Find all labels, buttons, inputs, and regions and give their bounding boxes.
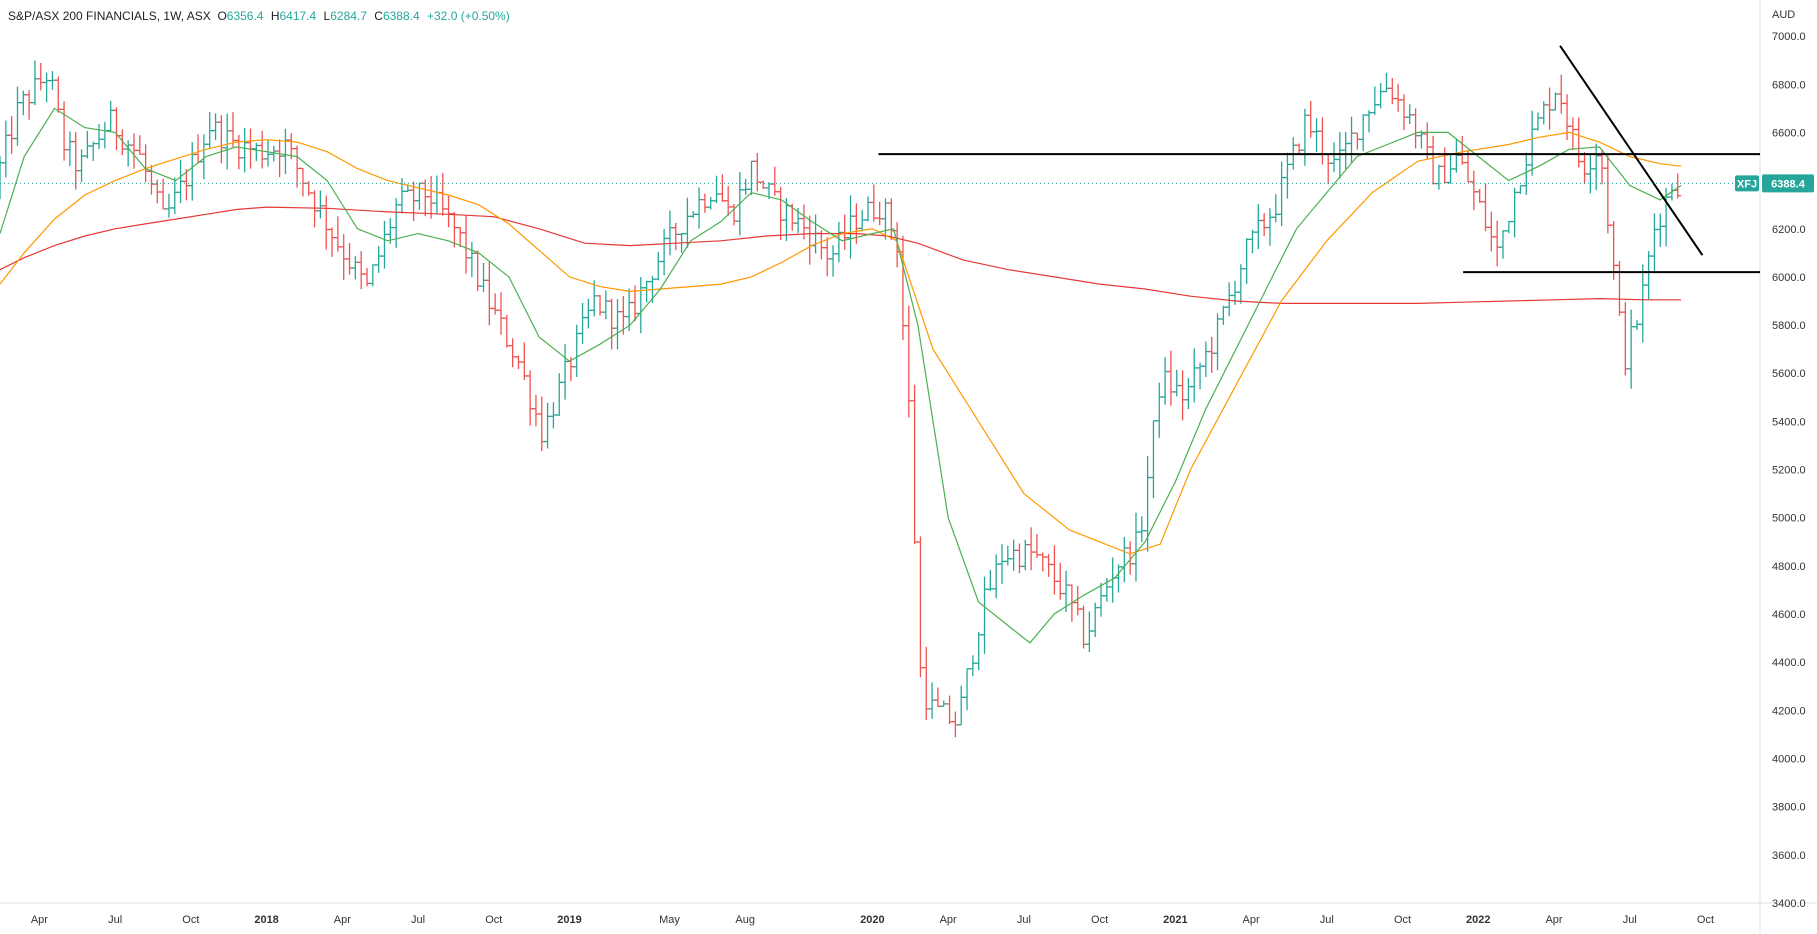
chart-legend: S&P/ASX 200 FINANCIALS, 1W, ASX O6356.4 … [8,9,514,23]
x-tick-label: Apr [1243,914,1260,926]
y-tick-label: 4600.0 [1772,609,1806,621]
y-tick-label: 6000.0 [1772,272,1806,284]
y-tick-label: 7000.0 [1772,31,1806,43]
x-tick-label: 2021 [1163,914,1187,926]
high-value: 6417.4 [279,9,317,23]
y-tick-label: 5200.0 [1772,465,1806,477]
x-tick-label: Apr [31,914,48,926]
open-value: 6356.4 [226,9,264,23]
x-tick-label: Jul [1623,914,1637,926]
ma-mid-line [0,131,1682,555]
y-tick-label: 6200.0 [1772,224,1806,236]
close-value: 6388.4 [382,9,420,23]
change-value: +32.0 (+0.50%) [427,9,510,23]
y-tick-label: 4000.0 [1772,754,1806,766]
x-tick-label: Oct [1394,914,1411,926]
y-tick-label: 3800.0 [1772,802,1806,814]
x-tick-label: 2019 [557,914,581,926]
symbol-name: S&P/ASX 200 FINANCIALS, 1W, ASX [8,9,211,23]
x-tick-label: Jul [108,914,122,926]
low-label: L [323,9,331,23]
x-tick-label: Oct [182,914,199,926]
y-tick-label: 4200.0 [1772,705,1806,717]
ticker-badge-label: XFJ [1737,178,1757,190]
x-tick-label: 2020 [860,914,884,926]
x-tick-label: Aug [735,914,755,926]
y-tick-label: 4800.0 [1772,561,1806,573]
x-tick-label: 2022 [1466,914,1490,926]
y-tick-label: 6600.0 [1772,127,1806,139]
x-tick-label: Apr [1545,914,1562,926]
y-tick-label: 5800.0 [1772,320,1806,332]
ticker-badge [1735,175,1759,192]
y-tick-label: 3600.0 [1772,850,1806,862]
x-tick-label: Oct [485,914,502,926]
x-tick-label: Oct [1091,914,1108,926]
high-label: H [270,9,280,23]
currency-label: AUD [1772,9,1795,21]
x-tick-label: May [659,914,680,926]
trendline-descending [1559,45,1704,256]
x-tick-label: Jul [411,914,425,926]
x-tick-label: Apr [334,914,351,926]
y-tick-label: 5400.0 [1772,416,1806,428]
last-price-label: 6388.4 [1771,178,1806,190]
open-label: O [217,9,227,23]
ma-short-line [0,107,1682,644]
last-price-badge [1762,174,1814,193]
low-value: 6284.7 [330,9,367,23]
x-tick-label: Oct [1697,914,1714,926]
x-tick-label: Jul [1017,914,1031,926]
x-tick-label: Jul [1320,914,1334,926]
ma-long-line [0,206,1682,304]
y-tick-label: 5600.0 [1772,368,1806,380]
x-tick-label: Apr [940,914,957,926]
x-tick-label: 2018 [254,914,278,926]
y-tick-label: 4400.0 [1772,657,1806,669]
y-tick-label: 3400.0 [1772,898,1806,910]
y-tick-label: 5000.0 [1772,513,1806,525]
close-label: C [374,9,383,23]
y-tick-label: 6800.0 [1772,79,1806,91]
